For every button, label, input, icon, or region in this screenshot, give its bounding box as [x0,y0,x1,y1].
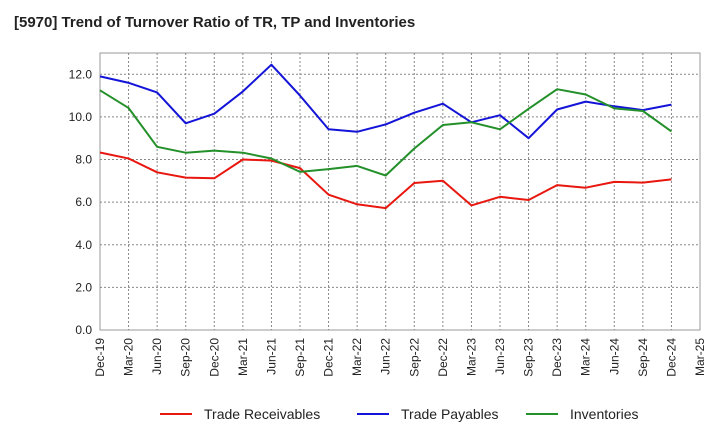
x-tick-label: Dec-19 [93,338,107,377]
x-tick-label: Sep-23 [522,338,536,377]
y-tick-label: 8.0 [75,153,92,167]
y-tick-label: 2.0 [75,280,92,294]
x-tick-label: Jun-20 [150,338,164,375]
series-line-trade-receivables [99,151,672,210]
legend-label-inventories: Inventories [570,406,638,422]
y-tick-label: 0.0 [75,323,92,337]
y-tick-label: 10.0 [69,110,93,124]
x-tick-label: Dec-20 [207,338,221,377]
x-tick-label: Dec-22 [436,338,450,377]
x-tick-label: Sep-21 [293,338,307,377]
x-tick-label: Mar-25 [693,338,707,376]
chart-title: [5970] Trend of Turnover Ratio of TR, TP… [14,14,416,31]
x-tick-label: Mar-20 [122,338,136,376]
series-line-trade-payables [99,63,672,140]
legend-label-trade-receivables: Trade Receivables [204,406,320,422]
x-tick-label: Dec-23 [550,338,564,377]
x-tick-label: Dec-24 [664,338,678,377]
y-tick-label: 6.0 [75,195,92,209]
y-tick-label: 12.0 [69,67,93,81]
x-tick-label: Jun-22 [379,338,393,375]
legend-label-trade-payables: Trade Payables [401,406,499,422]
x-tick-label: Jun-23 [493,338,507,375]
x-tick-label: Dec-21 [322,338,336,377]
x-tick-label: Jun-24 [607,338,621,375]
y-tick-label: 4.0 [75,238,92,252]
x-tick-label: Mar-24 [579,338,593,376]
x-tick-label: Mar-22 [350,338,364,376]
x-tick-label: Sep-24 [636,338,650,377]
x-tick-label: Mar-23 [464,338,478,376]
x-tick-label: Jun-21 [264,338,278,375]
x-tick-label: Sep-20 [179,338,193,377]
x-tick-label: Sep-22 [407,338,421,377]
plot-area [99,52,701,331]
x-tick-label: Mar-21 [236,338,250,376]
series-line-inventories [99,88,672,177]
